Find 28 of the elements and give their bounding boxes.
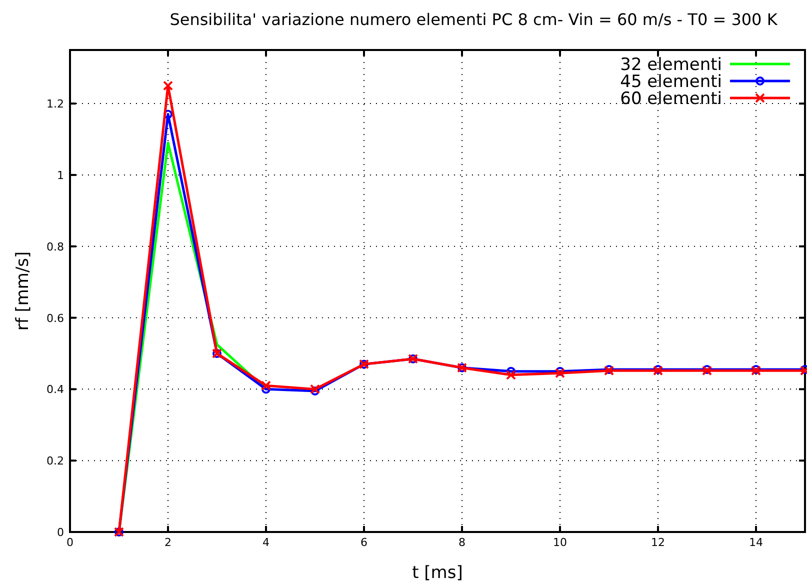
point (556, 366, 564, 376)
y-tick-label: 0.6 (46, 312, 64, 325)
x-tick-label: 10 (553, 536, 567, 549)
x-axis-title: t [ms] (412, 563, 463, 583)
point (163, 80, 173, 91)
chart-title: Sensibilita' variazione numero elementi PC 8 cm- Vin = 60 m/s - T0 = 300 K (170, 10, 778, 29)
x-tick-label: 14 (749, 536, 763, 549)
x-tick-label: 0 (66, 536, 74, 549)
y-tick-label: 1.2 (46, 98, 64, 111)
y-tick-label: 0.2 (46, 454, 64, 468)
y-tick-label: 0 (57, 526, 64, 539)
y-tick-label: 0.8 (46, 240, 64, 254)
point (164, 110, 172, 119)
x-tick-label: 4 (262, 536, 270, 549)
x-tick-label: 2 (164, 536, 172, 549)
y-tick-label: 0.4 (46, 383, 64, 396)
point (555, 368, 565, 378)
point (261, 380, 271, 391)
point (506, 370, 516, 380)
legend-label: 60 elementi (620, 89, 722, 109)
x-tick-label: 12 (651, 536, 665, 549)
x-tick-label: 6 (360, 536, 368, 549)
x-tick-label: 8 (458, 536, 466, 549)
point (262, 384, 270, 394)
y-axis-title: rf [mm/s] (13, 251, 33, 331)
y-tick-label: 1 (57, 168, 64, 182)
legend-label: 45 elementi (620, 72, 722, 92)
legend-label: 32 elementi (620, 55, 722, 75)
